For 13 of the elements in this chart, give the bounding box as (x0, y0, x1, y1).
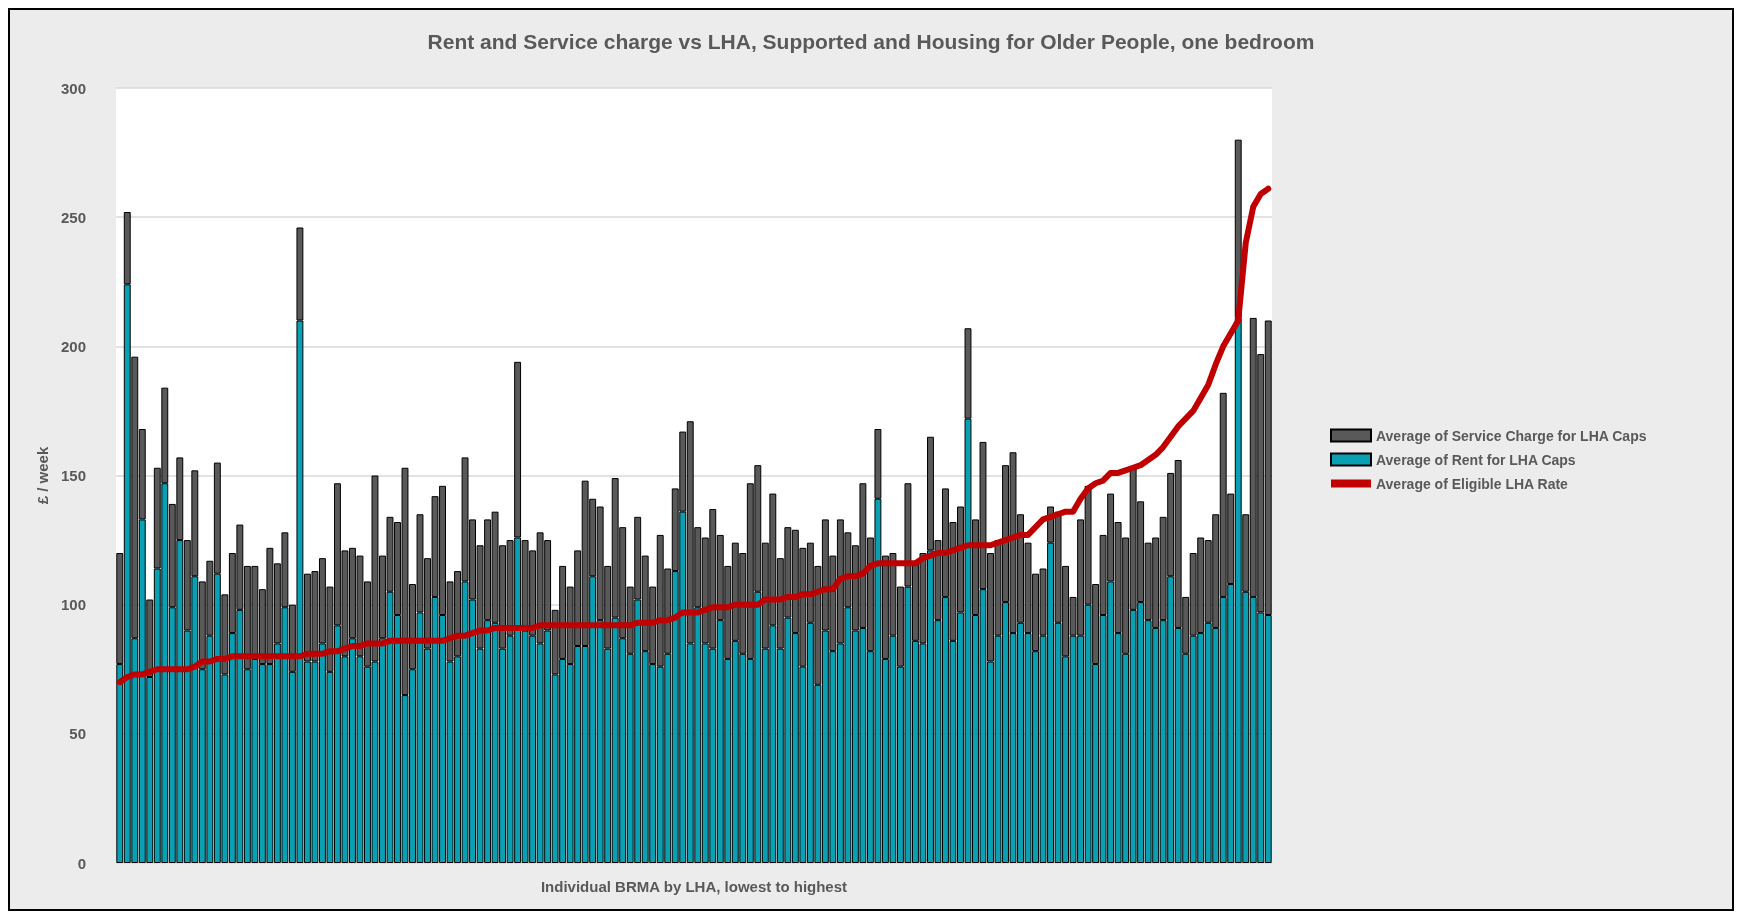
x-axis-title: Individual BRMA by LHA, lowest to highest (540, 878, 848, 895)
chart-title: Rent and Service charge vs LHA, Supported and Housing for Older People, one bedroom (427, 30, 1315, 53)
y-axis-title: £ / week (34, 446, 52, 505)
legend-label: Average of Rent for LHA Caps (1375, 451, 1576, 468)
y-tick-label: 0 (77, 854, 86, 872)
y-tick-label: 300 (60, 79, 86, 97)
y-tick-label: 150 (60, 467, 86, 484)
legend-label: Average of Eligible LHA Rate (1375, 475, 1569, 492)
legend-label: Average of Service Charge for LHA Caps (1375, 427, 1647, 444)
y-tick-label: 200 (60, 337, 86, 355)
y-tick-label: 100 (60, 596, 86, 614)
y-tick-label: 50 (69, 725, 86, 743)
y-tick-label: 250 (60, 208, 86, 226)
